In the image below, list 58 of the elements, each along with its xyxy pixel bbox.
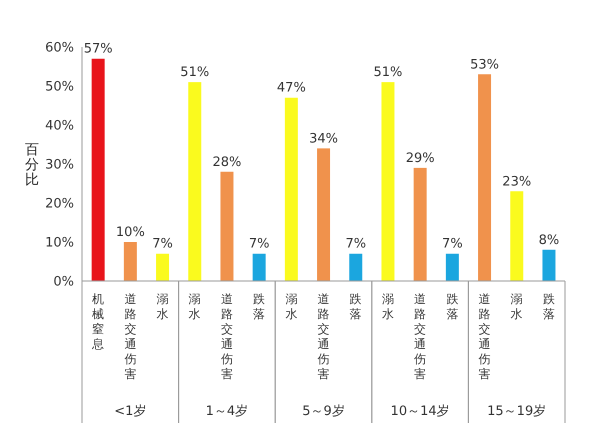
data-label: 28% (212, 154, 242, 170)
x-tick-label: 道路交通伤害 (478, 292, 490, 381)
x-tick-label: 跌落 (542, 292, 555, 321)
x-tick-label: 溺水 (188, 292, 201, 321)
bar (381, 82, 394, 281)
x-tick-label: 溺水 (382, 292, 394, 321)
data-label: 53% (470, 57, 500, 72)
text: 10～14岁 (390, 404, 450, 419)
data-label: 51% (374, 65, 402, 80)
x-tick-label: 溺水 (156, 292, 168, 321)
text: <1岁 (114, 404, 146, 419)
x-tick-label: 机械窒息 (91, 292, 104, 351)
y-tick-label: 60% (45, 40, 74, 56)
data-label: 8% (538, 232, 560, 248)
x-tick-label: 道路交通伤害 (318, 292, 330, 381)
y-axis-title: 百分比 (25, 142, 39, 188)
data-label: 51% (180, 65, 210, 80)
y-tick-label: 50% (45, 80, 74, 95)
text: 15～19岁 (487, 404, 546, 419)
data-label: 23% (502, 174, 532, 190)
x-tick-label: 跌落 (446, 292, 458, 321)
x-tick-label: 跌落 (350, 292, 362, 321)
y-tick-label: 30% (45, 158, 74, 173)
x-tick-label: 道路交通伤害 (220, 292, 233, 381)
bar (156, 254, 170, 281)
data-label: 57% (84, 42, 113, 57)
x-tick-label: 道路交通伤害 (414, 292, 426, 381)
data-label: 29% (406, 150, 435, 166)
data-label: 47% (276, 80, 306, 96)
x-tick-label: 跌落 (253, 292, 266, 321)
data-label: 10% (116, 225, 145, 240)
bar (414, 168, 427, 281)
x-tick-label: 道路交通伤害 (124, 292, 136, 381)
y-tick-label: 0% (53, 274, 74, 290)
bar (446, 254, 459, 281)
bar (220, 172, 234, 281)
bar (478, 74, 492, 281)
bar (317, 148, 330, 281)
bar (284, 98, 298, 281)
bar (188, 82, 202, 281)
text: 5～9岁 (302, 404, 345, 419)
x-tick-label: 溺水 (285, 292, 298, 321)
data-label: 7% (345, 236, 366, 252)
bar (92, 58, 105, 281)
x-tick-label: 溺水 (510, 292, 523, 321)
data-label: 34% (309, 131, 338, 146)
y-tick-label: 10% (45, 236, 74, 251)
bar (510, 191, 524, 281)
bar (542, 250, 556, 281)
bar (252, 254, 266, 281)
y-tick-label: 40% (45, 118, 74, 134)
data-label: 7% (442, 236, 463, 252)
bar (349, 254, 362, 281)
y-tick-label: 20% (45, 196, 74, 212)
data-label: 7% (248, 236, 270, 252)
data-label: 7% (152, 236, 173, 252)
bar (124, 242, 137, 281)
text: 1～4岁 (206, 404, 248, 419)
